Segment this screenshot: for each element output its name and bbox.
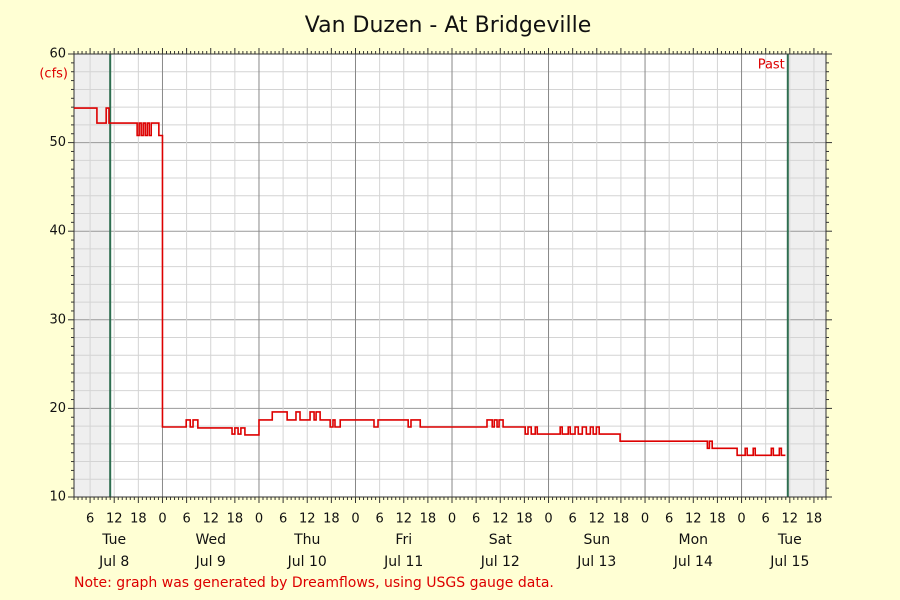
date-label: Jul 11 xyxy=(383,554,423,570)
y-tick-label: 10 xyxy=(49,490,66,505)
x-tick-label: 6 xyxy=(279,512,287,527)
flow-line xyxy=(74,107,786,457)
y-tick-label: 30 xyxy=(49,312,66,327)
x-tick-label: 18 xyxy=(613,512,630,527)
x-tick-label: 0 xyxy=(737,512,745,527)
x-tick-label: 18 xyxy=(323,512,340,527)
x-tick-label: 12 xyxy=(299,512,316,527)
x-tick-label: 6 xyxy=(375,512,383,527)
date-label: Jul 14 xyxy=(673,554,713,570)
weekday-label: Sat xyxy=(489,532,512,548)
note: Note: graph was generated by Dreamflows,… xyxy=(74,575,554,591)
x-tick-label: 12 xyxy=(492,512,509,527)
past-shade xyxy=(74,54,111,497)
x-tick-label: 18 xyxy=(516,512,533,527)
x-tick-label: 0 xyxy=(544,512,552,527)
x-tick-label: 18 xyxy=(806,512,823,527)
weekday-label: Wed xyxy=(195,532,226,548)
past-shade xyxy=(787,54,826,497)
x-tick-label: 12 xyxy=(106,512,123,527)
date-label: Jul 8 xyxy=(98,554,129,570)
x-tick-label: 6 xyxy=(762,512,770,527)
weekday-label: Mon xyxy=(679,532,709,548)
past-label: Past xyxy=(758,58,785,73)
x-tick-label: 0 xyxy=(641,512,649,527)
weekday-label: Tue xyxy=(101,532,126,548)
x-tick-label: 18 xyxy=(709,512,726,527)
date-label: Jul 13 xyxy=(576,554,616,570)
x-tick-label: 6 xyxy=(665,512,673,527)
date-label: Jul 12 xyxy=(480,554,520,570)
date-label: Jul 10 xyxy=(287,554,327,570)
weekday-label: Sun xyxy=(583,532,610,548)
x-tick-label: 0 xyxy=(158,512,166,527)
weekday-label: Thu xyxy=(293,532,320,548)
chart-title: Van Duzen - At Bridgeville xyxy=(305,13,591,38)
x-tick-label: 0 xyxy=(448,512,456,527)
weekday-label: Tue xyxy=(777,532,802,548)
x-tick-label: 0 xyxy=(255,512,263,527)
x-tick-label: 6 xyxy=(569,512,577,527)
y-tick-label: 50 xyxy=(49,135,66,150)
weekday-label: Fri xyxy=(395,532,412,548)
x-tick-label: 12 xyxy=(202,512,219,527)
plot-frame xyxy=(73,53,827,498)
x-tick-label: 6 xyxy=(86,512,94,527)
y-tick-label: 40 xyxy=(49,224,66,239)
x-tick-label: 12 xyxy=(395,512,412,527)
x-tick-label: 18 xyxy=(227,512,244,527)
date-label: Jul 15 xyxy=(769,554,809,570)
y-unit: (cfs) xyxy=(39,67,68,82)
x-tick-label: 18 xyxy=(130,512,147,527)
x-tick-label: 18 xyxy=(420,512,437,527)
y-tick-label: 20 xyxy=(49,401,66,416)
x-tick-label: 0 xyxy=(351,512,359,527)
plot-area xyxy=(74,54,826,497)
x-tick-label: 12 xyxy=(589,512,606,527)
x-tick-label: 12 xyxy=(685,512,702,527)
y-tick-label: 60 xyxy=(49,47,66,62)
date-label: Jul 9 xyxy=(195,554,226,570)
x-tick-label: 6 xyxy=(472,512,480,527)
x-tick-label: 6 xyxy=(182,512,190,527)
x-tick-label: 12 xyxy=(782,512,799,527)
